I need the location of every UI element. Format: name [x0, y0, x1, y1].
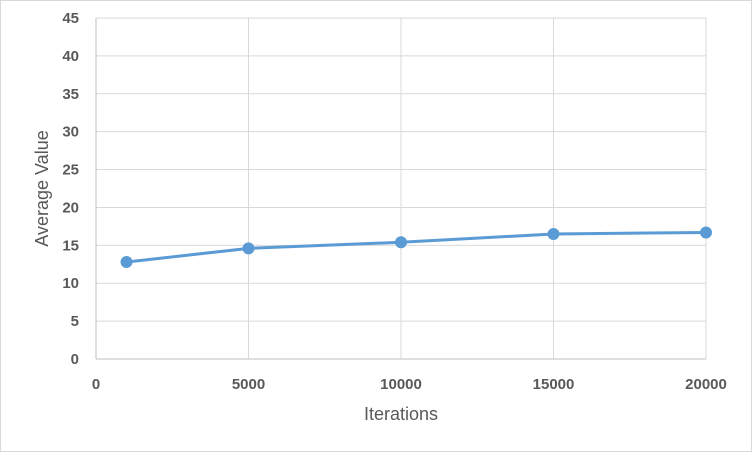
- axes: [95, 18, 706, 360]
- y-tick-label: 15: [62, 237, 79, 254]
- y-tick-label: 40: [62, 48, 79, 65]
- data-point: [120, 256, 133, 269]
- data-point: [547, 227, 560, 240]
- tick-labels: 0 5 10 15 20 25 30 35 40 45 0 5000 10000 15000 20000: [62, 10, 727, 393]
- gridlines: [96, 17, 707, 359]
- data-point: [242, 242, 255, 255]
- x-tick-label: 15000: [533, 376, 575, 393]
- x-tick-label: 0: [92, 376, 100, 393]
- data-point: [395, 236, 407, 249]
- y-tick-label: 25: [62, 162, 79, 179]
- y-tick-label: 0: [71, 351, 79, 368]
- data-series: [120, 226, 712, 269]
- y-tick-label: 5: [71, 313, 79, 330]
- data-point: [700, 226, 712, 239]
- y-axis-title: Average Value: [32, 130, 52, 246]
- x-tick-label: 10000: [380, 376, 422, 393]
- y-tick-label: 45: [62, 10, 79, 27]
- y-tick-label: 10: [62, 275, 79, 292]
- x-tick-label: 5000: [232, 376, 265, 393]
- x-axis-title: Iterations: [364, 404, 438, 424]
- y-tick-label: 35: [62, 86, 79, 103]
- x-tick-label: 20000: [685, 376, 727, 393]
- y-tick-label: 20: [62, 199, 79, 216]
- series-line: [126, 230, 707, 264]
- y-tick-label: 30: [62, 124, 79, 141]
